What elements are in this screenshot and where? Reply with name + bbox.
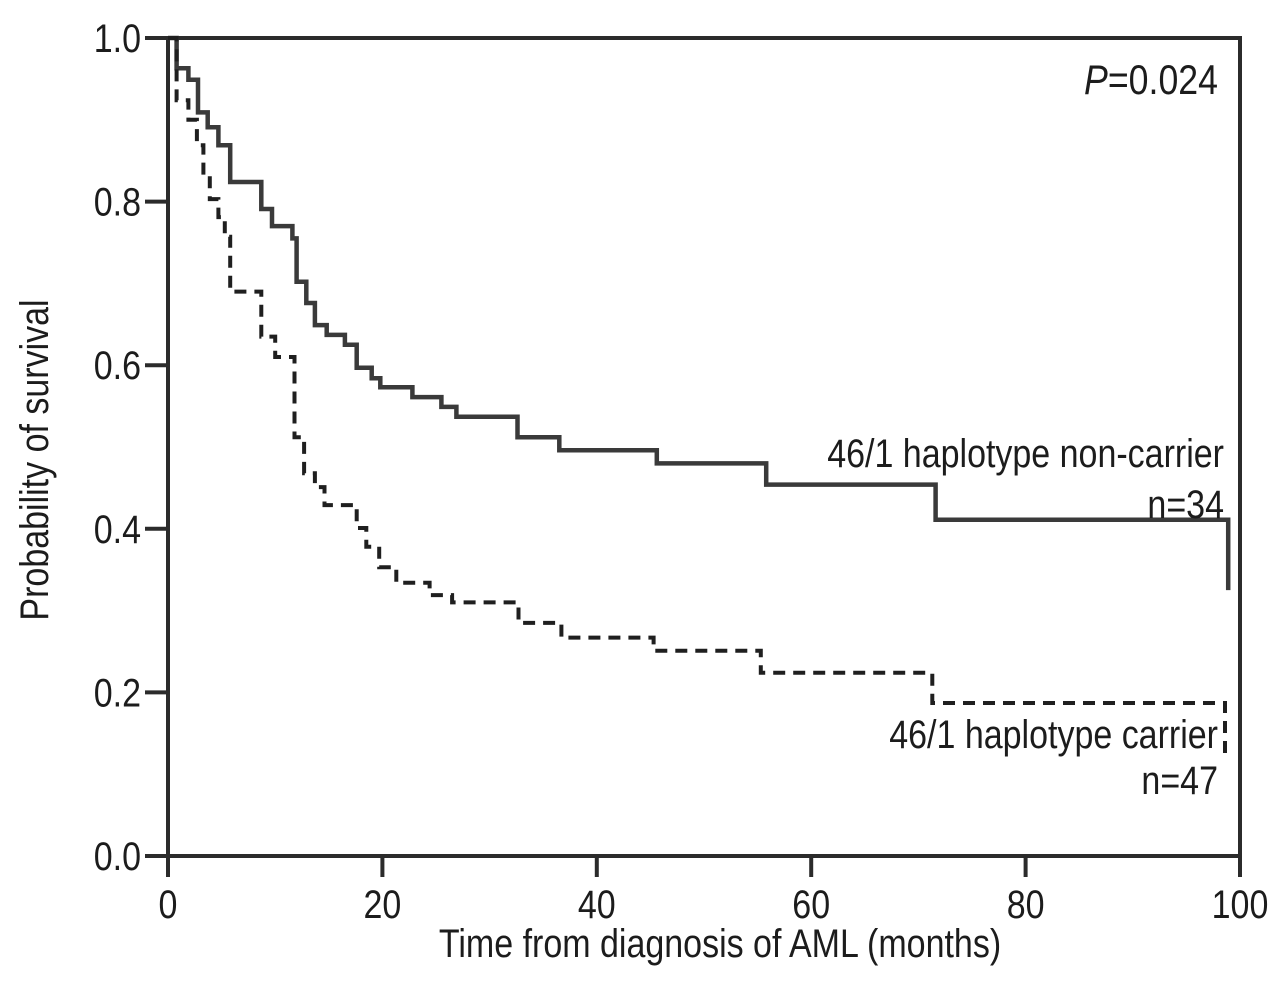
x-axis-title: Time from diagnosis of AML (months) xyxy=(439,920,1001,965)
survival-curves xyxy=(168,35,1231,756)
legend-carrier-label: 46/1 haplotype carrier xyxy=(889,711,1218,756)
p-value-prefix: P xyxy=(1084,57,1108,103)
carrier-survival-curve xyxy=(168,36,1227,756)
x-tick-label: 60 xyxy=(792,881,830,926)
legend-noncarrier-label: 46/1 haplotype non-carrier xyxy=(827,430,1224,475)
x-tick-label: 100 xyxy=(1212,881,1269,926)
x-tick-label: 20 xyxy=(363,881,401,926)
y-tick-label: 0.8 xyxy=(94,179,141,224)
p-value-rest: =0.024 xyxy=(1108,57,1218,103)
y-tick-label: 1.0 xyxy=(94,15,141,60)
plot-area xyxy=(166,36,1242,858)
y-tick-label: 0.4 xyxy=(94,506,141,551)
x-axis-ticks: 0 20 40 60 80 100 xyxy=(159,856,1269,927)
x-tick-label: 40 xyxy=(578,881,616,926)
y-tick-label: 0.2 xyxy=(94,670,141,715)
p-value-annotation: P=0.024 xyxy=(1084,57,1218,103)
noncarrier-survival-curve xyxy=(168,35,1231,591)
y-tick-label: 0.6 xyxy=(94,343,141,388)
y-axis-title: Probability of survival xyxy=(11,299,56,620)
x-tick-label: 0 xyxy=(159,881,178,926)
y-tick-label: 0.0 xyxy=(94,833,141,878)
legend-carrier-n: n=47 xyxy=(1141,757,1218,802)
x-tick-label: 80 xyxy=(1007,881,1045,926)
legend-noncarrier-n: n=34 xyxy=(1147,481,1224,526)
y-axis-ticks: 0.0 0.2 0.4 0.6 0.8 1.0 xyxy=(94,15,168,879)
